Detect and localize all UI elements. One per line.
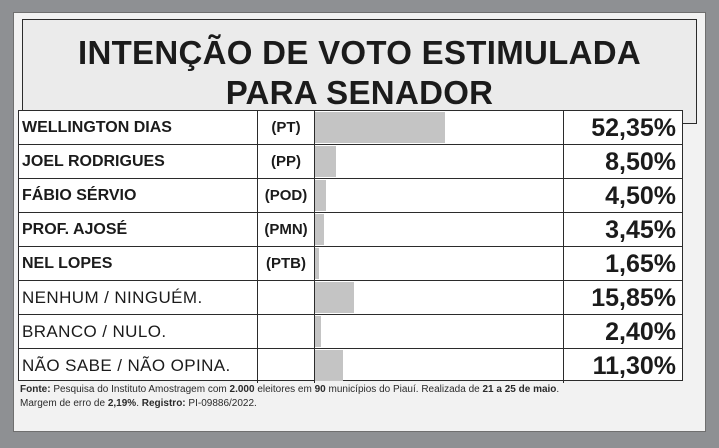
bar-cell bbox=[315, 179, 564, 212]
table-row: BRANCO / NULO. 2,40% bbox=[19, 315, 682, 349]
data-label: 52,35% bbox=[591, 114, 676, 142]
source-footnote: Fonte: Pesquisa do Instituto Amostragem … bbox=[20, 383, 685, 411]
data-label: 8,50% bbox=[605, 148, 676, 176]
party-cell bbox=[258, 281, 315, 314]
bar-cell bbox=[315, 247, 564, 280]
party-label: (PP) bbox=[271, 153, 301, 170]
name-cell: NÃO SABE / NÃO OPINA. bbox=[19, 349, 258, 383]
table-row: NEL LOPES (PTB) 1,65% bbox=[19, 247, 682, 281]
party-cell bbox=[258, 349, 315, 383]
value-cell: 15,85% bbox=[564, 281, 682, 314]
data-label: 11,30% bbox=[592, 352, 676, 380]
results-table: WELLINGTON DIAS (PT) 52,35% JOEL RODRIGUES (… bbox=[18, 110, 683, 383]
party-cell: (PTB) bbox=[258, 247, 315, 280]
party-label: (PTB) bbox=[266, 255, 306, 272]
bar bbox=[315, 180, 326, 211]
bar bbox=[315, 146, 336, 177]
chart-title-line-1: INTENÇÃO DE VOTO ESTIMULADA bbox=[77, 34, 641, 71]
table-row: JOEL RODRIGUES (PP) 8,50% bbox=[19, 145, 682, 179]
name-cell: FÁBIO SÉRVIO bbox=[19, 179, 258, 212]
bar bbox=[315, 214, 324, 245]
footnote-line-2: Margem de erro de 2,19%. Registro: PI-09… bbox=[20, 398, 257, 409]
bar bbox=[315, 316, 321, 347]
table-row: FÁBIO SÉRVIO (POD) 4,50% bbox=[19, 179, 682, 213]
bar bbox=[315, 112, 445, 143]
name-cell: NENHUM / NINGUÉM. bbox=[19, 281, 258, 314]
category-label: JOEL RODRIGUES bbox=[22, 153, 165, 170]
value-cell: 52,35% bbox=[564, 111, 682, 144]
value-cell: 4,50% bbox=[564, 179, 682, 212]
party-label: (PT) bbox=[271, 119, 301, 136]
data-label: 3,45% bbox=[605, 216, 676, 244]
value-cell: 1,65% bbox=[564, 247, 682, 280]
table-row: NÃO SABE / NÃO OPINA. 11,30% bbox=[19, 349, 682, 383]
bar-cell bbox=[315, 145, 564, 178]
category-label: FÁBIO SÉRVIO bbox=[22, 187, 137, 204]
data-label: 2,40% bbox=[605, 318, 676, 346]
party-label: (POD) bbox=[264, 187, 308, 204]
category-label: NÃO SABE / NÃO OPINA. bbox=[22, 356, 231, 375]
value-cell: 11,30% bbox=[564, 349, 682, 383]
party-label: (PMN) bbox=[264, 221, 308, 238]
bar-cell bbox=[315, 281, 564, 314]
category-label: BRANCO / NULO. bbox=[22, 322, 167, 341]
data-label: 4,50% bbox=[605, 182, 676, 210]
chart-title-line-2: PARA SENADOR bbox=[225, 74, 494, 111]
table-row: NENHUM / NINGUÉM. 15,85% bbox=[19, 281, 682, 315]
name-cell: JOEL RODRIGUES bbox=[19, 145, 258, 178]
category-label: NENHUM / NINGUÉM. bbox=[22, 288, 203, 307]
category-label: NEL LOPES bbox=[22, 255, 113, 272]
value-cell: 3,45% bbox=[564, 213, 682, 246]
bar bbox=[315, 350, 343, 381]
category-label: PROF. AJOSÉ bbox=[22, 221, 128, 238]
party-cell: (PP) bbox=[258, 145, 315, 178]
name-cell: BRANCO / NULO. bbox=[19, 315, 258, 348]
bar bbox=[315, 248, 319, 279]
party-cell: (POD) bbox=[258, 179, 315, 212]
party-cell: (PMN) bbox=[258, 213, 315, 246]
data-label: 15,85% bbox=[591, 284, 676, 312]
bar-cell bbox=[315, 315, 564, 348]
party-cell: (PT) bbox=[258, 111, 315, 144]
title-box: INTENÇÃO DE VOTO ESTIMULADA PARA SENADOR bbox=[22, 19, 697, 124]
table-row: PROF. AJOSÉ (PMN) 3,45% bbox=[19, 213, 682, 247]
name-cell: WELLINGTON DIAS bbox=[19, 111, 258, 144]
footnote-line-1: Fonte: Pesquisa do Instituto Amostragem … bbox=[20, 384, 560, 395]
value-cell: 2,40% bbox=[564, 315, 682, 348]
bar-cell bbox=[315, 111, 564, 144]
table-row: WELLINGTON DIAS (PT) 52,35% bbox=[19, 111, 682, 145]
data-label: 1,65% bbox=[605, 250, 676, 278]
value-cell: 8,50% bbox=[564, 145, 682, 178]
bar-cell bbox=[315, 213, 564, 246]
category-label: WELLINGTON DIAS bbox=[22, 119, 172, 136]
party-cell bbox=[258, 315, 315, 348]
bar bbox=[315, 282, 354, 313]
name-cell: PROF. AJOSÉ bbox=[19, 213, 258, 246]
bar-cell bbox=[315, 349, 564, 383]
name-cell: NEL LOPES bbox=[19, 247, 258, 280]
